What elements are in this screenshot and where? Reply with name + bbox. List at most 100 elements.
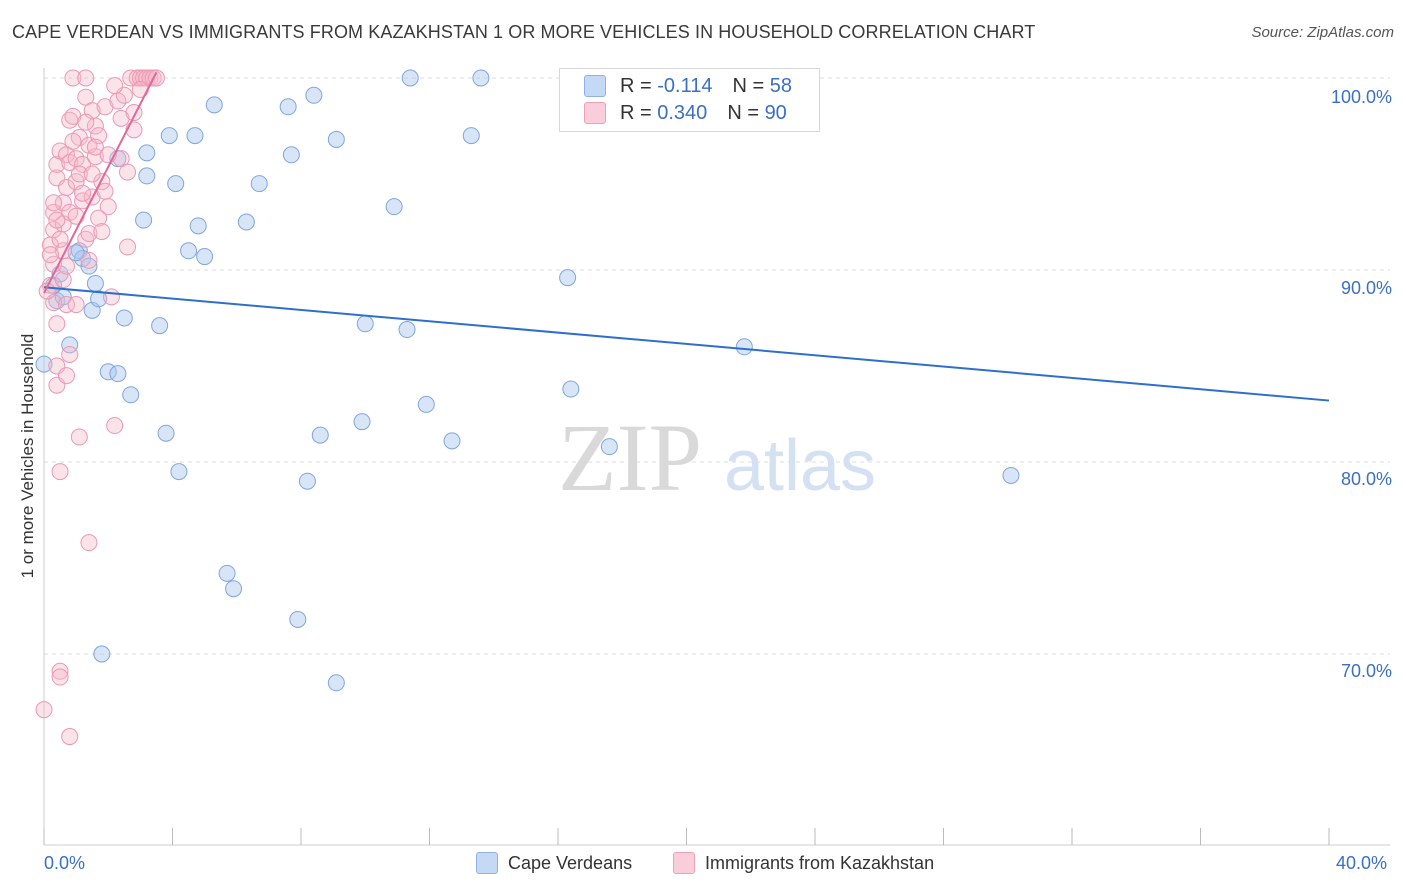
- point-kazakhstan-75: [70, 165, 88, 183]
- point-kazakhstan-47: [86, 148, 104, 166]
- legend-r-label: R =: [620, 74, 652, 97]
- point-kazakhstan-27: [61, 345, 79, 363]
- point-cape-verdean-27: [189, 217, 207, 235]
- gridlines: [44, 77, 1390, 846]
- point-cape-verdean-50: [472, 69, 490, 87]
- point-cape-verdean-51: [559, 269, 577, 287]
- legend-n-label: N =: [727, 101, 759, 124]
- point-cape-verdean-34: [279, 98, 297, 116]
- point-cape-verdean-20: [151, 317, 169, 335]
- point-cape-verdean-11: [93, 645, 111, 663]
- point-cape-verdean-57: [67, 244, 85, 262]
- point-cape-verdean-10: [90, 290, 108, 308]
- legend-n-value: 90: [764, 101, 787, 124]
- point-cape-verdean-45: [398, 321, 416, 339]
- point-cape-verdean-35: [282, 146, 300, 164]
- point-kazakhstan-52: [99, 198, 117, 216]
- point-kazakhstan-88: [131, 81, 149, 99]
- point-kazakhstan-49: [90, 209, 108, 227]
- point-cape-verdean-46: [401, 69, 419, 87]
- stats-legend: R = -0.114 N = 58 R = 0.340 N = 90: [559, 68, 820, 132]
- legend-label: Cape Verdeans: [508, 852, 633, 873]
- point-kazakhstan-33: [67, 296, 85, 314]
- point-cape-verdean-53: [600, 438, 618, 456]
- point-cape-verdean-24: [170, 463, 188, 481]
- series-kazakhstan: [35, 69, 165, 746]
- legend-label: Immigrants from Kazakhstan: [705, 852, 935, 873]
- point-kazakhstan-28: [64, 69, 82, 87]
- point-cape-verdean-18: [138, 144, 156, 162]
- point-kazakhstan-20: [57, 178, 75, 196]
- point-cape-verdean-55: [1002, 466, 1020, 484]
- point-kazakhstan-76: [74, 184, 92, 202]
- point-cape-verdean-44: [385, 198, 403, 216]
- legend-swatch-pink: [584, 102, 606, 124]
- point-kazakhstan-80: [86, 138, 104, 156]
- point-cape-verdean-37: [298, 472, 316, 490]
- point-kazakhstan-82: [96, 182, 114, 200]
- point-kazakhstan-53: [102, 288, 120, 306]
- point-kazakhstan-70: [45, 194, 63, 212]
- point-kazakhstan-79: [83, 165, 101, 183]
- legend-n-label: N =: [732, 74, 765, 97]
- point-cape-verdean-43: [356, 315, 374, 333]
- point-cape-verdean-25: [180, 242, 198, 260]
- point-kazakhstan-81: [93, 223, 111, 241]
- point-cape-verdean-38: [305, 86, 323, 104]
- point-kazakhstan-72: [54, 271, 72, 289]
- point-kazakhstan-74: [64, 132, 82, 150]
- source-label: Source: ZipAtlas.com: [1251, 24, 1394, 41]
- point-cape-verdean-32: [237, 213, 255, 231]
- legend-swatch-pink: [673, 852, 695, 874]
- legend-r-value: -0.114: [657, 74, 713, 97]
- point-cape-verdean-19: [138, 167, 156, 185]
- point-kazakhstan-39: [77, 69, 95, 87]
- point-cape-verdean-31: [225, 580, 243, 598]
- point-cape-verdean-39: [311, 426, 329, 444]
- legend-swatch-blue: [476, 852, 498, 874]
- point-cape-verdean-0: [35, 355, 53, 373]
- legend-r-value: 0.340: [657, 101, 708, 124]
- point-cape-verdean-23: [167, 175, 185, 193]
- point-kazakhstan-86: [119, 163, 137, 181]
- point-kazakhstan-40: [77, 230, 95, 248]
- point-kazakhstan-7: [48, 315, 66, 333]
- point-cape-verdean-33: [250, 175, 268, 193]
- point-cape-verdean-21: [157, 424, 175, 442]
- legend-swatch-blue: [584, 75, 606, 97]
- point-cape-verdean-16: [122, 386, 140, 404]
- point-kazakhstan-0: [35, 701, 53, 719]
- x-tick-0: 0.0%: [44, 853, 86, 873]
- point-cape-verdean-28: [196, 248, 214, 266]
- point-kazakhstan-21: [57, 296, 75, 314]
- point-cape-verdean-42: [353, 413, 371, 431]
- point-kazakhstan-78: [80, 225, 98, 243]
- point-kazakhstan-34: [70, 428, 88, 446]
- point-kazakhstan-13: [51, 662, 69, 680]
- y-tick-80: 80.0%: [1340, 469, 1392, 489]
- series-cape-verdeans: [35, 69, 1020, 692]
- legend-n-value: 58: [769, 74, 792, 97]
- point-kazakhstan-22: [57, 367, 75, 385]
- legend-row-kazakhstan: R = 0.340 N = 90: [584, 100, 787, 126]
- axes: [43, 68, 1390, 846]
- point-cape-verdean-30: [218, 564, 236, 582]
- point-cape-verdean-48: [443, 432, 461, 450]
- point-kazakhstan-43: [80, 251, 98, 269]
- point-kazakhstan-32: [67, 207, 85, 225]
- point-cape-verdean-54: [735, 338, 753, 356]
- point-cape-verdean-36: [289, 610, 307, 628]
- point-cape-verdean-52: [562, 380, 580, 398]
- y-tick-90: 90.0%: [1340, 278, 1392, 298]
- legend-row-cape-verdeans: R = -0.114 N = 58: [584, 73, 792, 99]
- y-tick-100: 100.0%: [1330, 87, 1392, 107]
- point-cape-verdean-15: [115, 309, 133, 327]
- point-kazakhstan-77: [77, 113, 95, 131]
- point-kazakhstan-58: [119, 238, 137, 256]
- y-tick-70: 70.0%: [1340, 661, 1392, 681]
- point-cape-verdean-26: [186, 127, 204, 145]
- watermark-zip: ZIP: [558, 404, 702, 511]
- point-cape-verdean-41: [327, 674, 345, 692]
- point-cape-verdean-17: [135, 211, 153, 229]
